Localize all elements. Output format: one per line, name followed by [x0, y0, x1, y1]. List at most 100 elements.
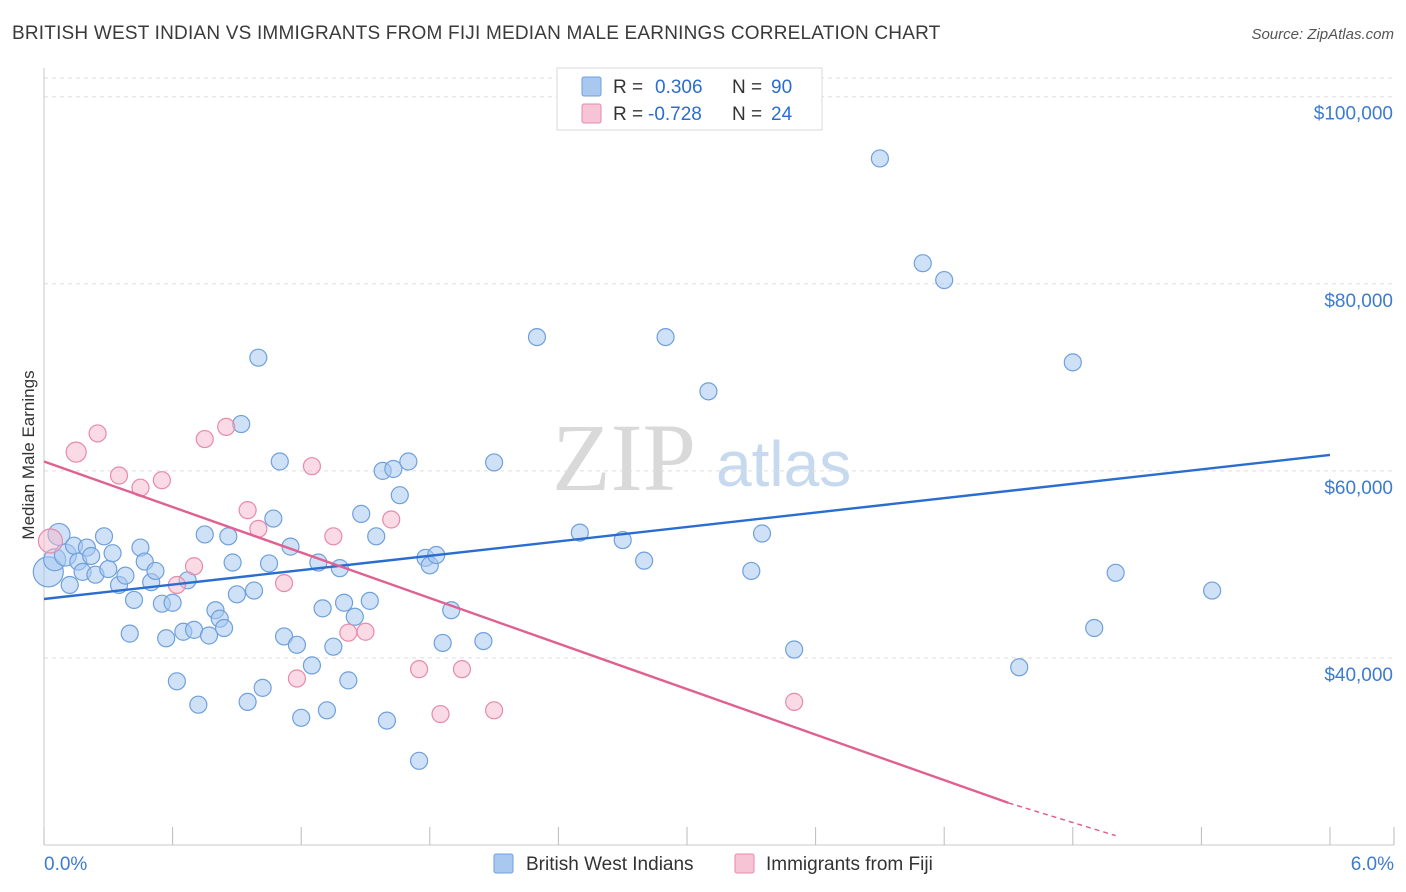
legend-box: R = 0.306 N = 90 R = -0.728 N = 24 [556, 67, 823, 131]
bottom-legend-label-pink: Immigrants from Fiji [766, 854, 933, 875]
point-immigrant-from-fiji [274, 573, 294, 593]
legend-r-label-pink: R = [613, 104, 643, 125]
bottom-legend-label-blue: British West Indians [526, 854, 694, 875]
point-british-west-indian [570, 523, 589, 542]
point-british-west-indian [167, 672, 186, 691]
point-british-west-indian [384, 459, 403, 479]
watermark-zip: ZIP [552, 404, 696, 511]
point-british-west-indian [334, 593, 354, 612]
point-british-west-indian [189, 695, 208, 714]
point-british-west-indian [785, 640, 804, 659]
bottom-legend-swatch-pink [734, 853, 755, 874]
point-immigrant-from-fiji [152, 471, 171, 490]
point-immigrant-from-fiji [238, 501, 257, 520]
chart-source: Source: ZipAtlas.com [1251, 26, 1394, 43]
point-british-west-indian [390, 486, 409, 505]
point-british-west-indian [399, 452, 418, 471]
point-british-west-indian [292, 708, 311, 727]
point-british-west-indian [249, 348, 268, 367]
point-british-west-indian [270, 452, 289, 471]
point-british-west-indian [339, 671, 358, 690]
point-british-west-indian [259, 554, 279, 573]
point-immigrant-from-fiji [217, 417, 236, 436]
point-british-west-indian [699, 382, 718, 401]
point-british-west-indian [60, 575, 79, 595]
axes [43, 68, 1395, 846]
trend-line-immigrants-from-fiji [43, 460, 1009, 805]
point-british-west-indian [1010, 658, 1029, 677]
point-british-west-indian [1106, 563, 1125, 582]
point-british-west-indian [146, 561, 165, 581]
point-immigrant-from-fiji [109, 466, 129, 485]
point-british-west-indian [656, 327, 675, 347]
legend-n-label-pink: N = [732, 104, 762, 125]
point-british-west-indian [352, 504, 371, 523]
point-immigrant-from-fiji [409, 660, 429, 679]
point-british-west-indian [124, 590, 144, 610]
point-british-west-indian [433, 633, 452, 653]
series-british-west-indians [32, 149, 1222, 770]
point-british-west-indian [94, 527, 114, 546]
point-british-west-indian [1085, 618, 1104, 638]
point-british-west-indian [157, 629, 176, 648]
y-tick-label: $40,000 [1324, 665, 1393, 686]
point-immigrant-from-fiji [88, 424, 107, 443]
legend-swatch-blue [581, 76, 602, 97]
point-british-west-indian [116, 566, 135, 585]
y-tick-label: $80,000 [1324, 291, 1393, 312]
point-immigrant-from-fiji [324, 527, 343, 546]
point-immigrant-from-fiji [431, 704, 450, 724]
point-british-west-indian [752, 524, 772, 543]
gridlines [44, 77, 1394, 659]
point-british-west-indian [313, 599, 332, 618]
point-british-west-indian [742, 561, 761, 581]
bottom-legend: British West Indians Immigrants from Fij… [493, 853, 933, 875]
point-immigrant-from-fiji [65, 441, 87, 463]
point-british-west-indian [527, 327, 547, 347]
bottom-legend-swatch-blue [493, 853, 514, 874]
point-british-west-indian [377, 711, 397, 730]
point-british-west-indian [474, 631, 493, 651]
point-immigrant-from-fiji [339, 623, 358, 642]
point-british-west-indian [485, 453, 504, 472]
legend-n-value-blue: 90 [771, 77, 792, 98]
point-british-west-indian [1063, 353, 1082, 372]
point-british-west-indian [870, 149, 890, 168]
point-british-west-indian [409, 751, 429, 770]
point-british-west-indian [103, 544, 122, 563]
point-immigrant-from-fiji [287, 669, 307, 688]
x-tick-label-max: 6.0% [1351, 854, 1394, 875]
legend-swatch-pink [581, 103, 602, 124]
point-british-west-indian [214, 618, 234, 638]
y-tick-labels: $40,000 $60,000 $80,000 $100,000 [1314, 104, 1393, 686]
point-british-west-indian [360, 591, 379, 610]
legend-n-value-pink: 24 [771, 104, 793, 125]
point-british-west-indian [99, 559, 118, 579]
point-british-west-indian [223, 553, 242, 572]
legend-r-value-blue: 0.306 [655, 77, 703, 98]
point-british-west-indian [274, 627, 294, 646]
trend-lines [43, 453, 1331, 837]
point-immigrant-from-fiji [37, 528, 64, 554]
point-british-west-indian [287, 635, 307, 654]
point-british-west-indian [120, 624, 139, 643]
point-immigrant-from-fiji [382, 510, 401, 529]
point-british-west-indian [244, 581, 264, 600]
point-british-west-indian [367, 527, 386, 546]
point-british-west-indian [253, 678, 272, 697]
watermark-atlas: atlas [716, 428, 851, 500]
point-british-west-indian [238, 692, 257, 711]
x-tick-label-min: 0.0% [44, 854, 87, 875]
point-british-west-indian [317, 701, 337, 720]
point-british-west-indian [913, 254, 932, 273]
point-british-west-indian [324, 637, 343, 656]
point-british-west-indian [195, 525, 214, 544]
legend-r-label-blue: R = [613, 77, 643, 98]
chart-title: BRITISH WEST INDIAN VS IMMIGRANTS FROM F… [12, 23, 941, 44]
point-british-west-indian [82, 546, 101, 566]
point-british-west-indian [1203, 581, 1222, 600]
point-british-west-indian [232, 414, 251, 434]
point-immigrant-from-fiji [485, 701, 504, 720]
y-tick-label: $100,000 [1314, 104, 1393, 125]
